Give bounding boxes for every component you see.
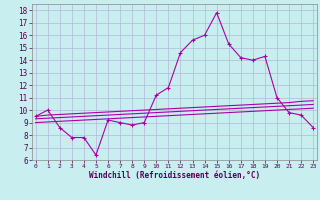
X-axis label: Windchill (Refroidissement éolien,°C): Windchill (Refroidissement éolien,°C) xyxy=(89,171,260,180)
